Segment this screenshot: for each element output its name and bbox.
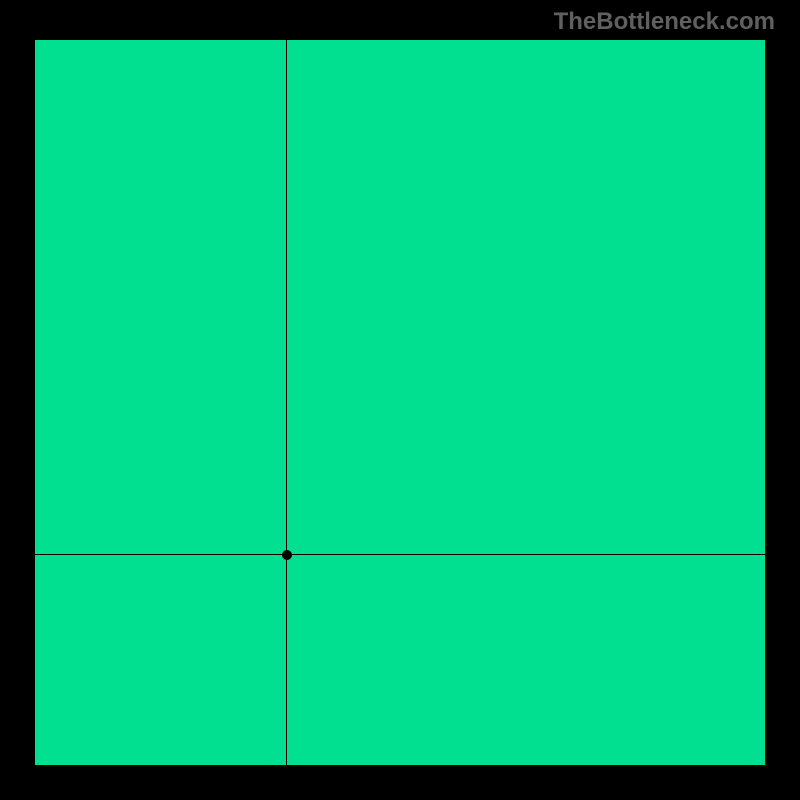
watermark-text: TheBottleneck.com [554,8,775,36]
marker-point [282,550,292,560]
bottleneck-heatmap [35,40,765,765]
chart-container: { "meta": { "image_width_px": 800, "imag… [0,0,800,800]
crosshair-horizontal [35,554,765,555]
crosshair-vertical [286,40,287,765]
